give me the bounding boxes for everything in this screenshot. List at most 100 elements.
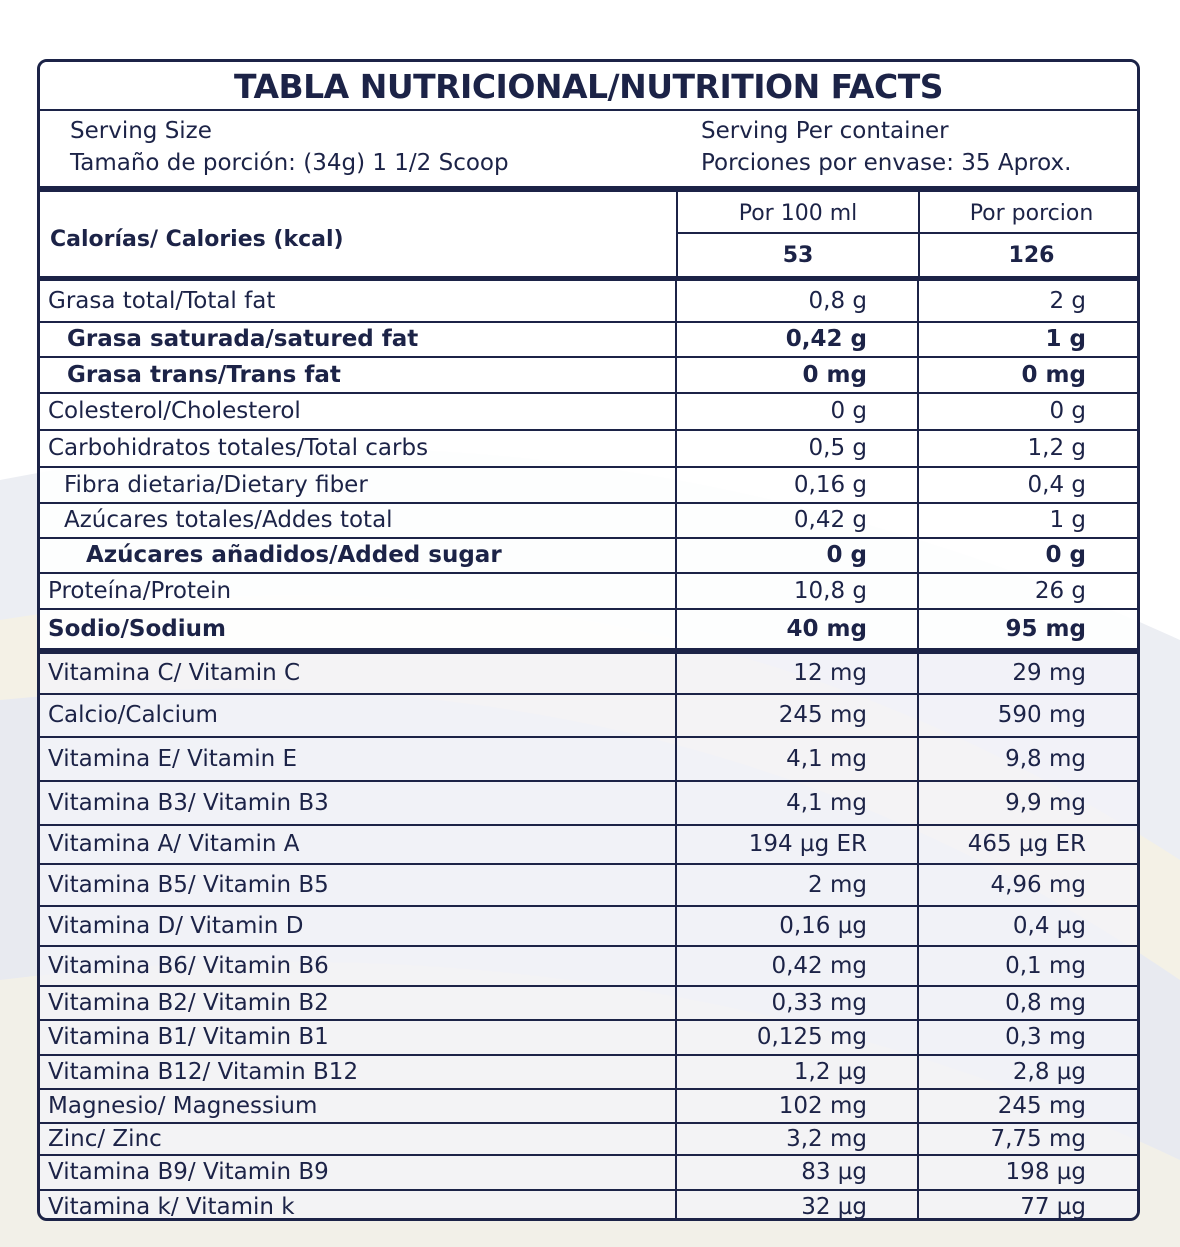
nutrient-name: Vitamina B3/ Vitamin B3 [40, 781, 676, 825]
per-serving-value: 7,75 mg [918, 1123, 1137, 1155]
nutrient-name: Vitamina A/ Vitamin A [40, 825, 676, 864]
table-row: Azúcares añadidos/Added sugar 0 g 0 g [40, 538, 1137, 573]
per-serving-column: Por porcion 126 [918, 192, 1140, 276]
table-row: Proteína/Protein 10,8 g 26 g [40, 573, 1137, 609]
nutrient-name: Proteína/Protein [40, 573, 676, 609]
per-serving-value: 245 mg [918, 1089, 1137, 1123]
table-row: Vitamina E/ Vitamin E 4,1 mg 9,8 mg [40, 737, 1137, 781]
table-row: Vitamina B9/ Vitamin B9 83 µg 198 µg [40, 1155, 1137, 1190]
per-100ml-value: 194 µg ER [676, 825, 918, 864]
table-row: Vitamina B2/ Vitamin B2 0,33 mg 0,8 mg [40, 986, 1137, 1020]
per-serving-value: 2 g [918, 281, 1137, 322]
per-serving-value: 0,4 g [918, 467, 1137, 503]
per-serving-value: 2,8 µg [918, 1055, 1137, 1089]
table-row: Fibra dietaria/Dietary fiber 0,16 g 0,4 … [40, 467, 1137, 503]
table-row: Vitamina k/ Vitamin k 32 µg 77 µg [40, 1190, 1137, 1221]
nutrient-name: Grasa saturada/satured fat [40, 322, 676, 357]
table-row: Zinc/ Zinc 3,2 mg 7,75 mg [40, 1123, 1137, 1155]
per-100ml-value: 245 mg [676, 694, 918, 737]
table-row: Vitamina B5/ Vitamin B5 2 mg 4,96 mg [40, 864, 1137, 906]
table-row: Grasa saturada/satured fat 0,42 g 1 g [40, 322, 1137, 357]
table-row: Calcio/Calcium 245 mg 590 mg [40, 694, 1137, 737]
per-100ml-value: 12 mg [676, 651, 918, 694]
table-row: Vitamina D/ Vitamin D 0,16 µg 0,4 µg [40, 906, 1137, 946]
serving-size-label: Serving Size [70, 115, 509, 147]
per-100ml-value: 0,125 mg [676, 1020, 918, 1055]
per-100ml-value: 4,1 mg [676, 781, 918, 825]
table-title: TABLA NUTRICIONAL/NUTRITION FACTS [40, 62, 1137, 111]
per-100ml-value: 1,2 µg [676, 1055, 918, 1089]
per-serving-value: 0 g [918, 538, 1137, 573]
per-serving-value: 29 mg [918, 651, 1137, 694]
per-serving-value: 0,8 mg [918, 986, 1137, 1020]
per-100ml-value: 102 mg [676, 1089, 918, 1123]
serving-size-value: Tamaño de porción: (34g) 1 1/2 Scoop [70, 147, 509, 179]
table-row: Colesterol/Cholesterol 0 g 0 g [40, 393, 1137, 430]
calories-per-serving: 126 [920, 234, 1140, 276]
per-serving-value: 9,9 mg [918, 781, 1137, 825]
per-serving-value: 0 mg [918, 357, 1137, 393]
per-serving-value: 0,4 µg [918, 906, 1137, 946]
per-serving-value: 465 µg ER [918, 825, 1137, 864]
table-row: Sodio/Sodium 40 mg 95 mg [40, 609, 1137, 651]
per-100ml-value: 10,8 g [676, 573, 918, 609]
nutrient-name: Vitamina E/ Vitamin E [40, 737, 676, 781]
per-serving-value: 0,3 mg [918, 1020, 1137, 1055]
servings-per-container-label: Serving Per container [701, 115, 1071, 147]
per-serving-value: 0,1 mg [918, 946, 1137, 986]
per-serving-value: 590 mg [918, 694, 1137, 737]
table-row: Azúcares totales/Addes total 0,42 g 1 g [40, 503, 1137, 538]
table-row: Carbohidratos totales/Total carbs 0,5 g … [40, 430, 1137, 467]
nutrient-name: Vitamina k/ Vitamin k [40, 1190, 676, 1221]
nutrient-name: Azúcares totales/Addes total [40, 503, 676, 538]
per-serving-value: 26 g [918, 573, 1137, 609]
nutrient-name: Vitamina B1/ Vitamin B1 [40, 1020, 676, 1055]
servings-per-container-block: Serving Per container Porciones por enva… [701, 115, 1071, 179]
per-100ml-value: 0,16 µg [676, 906, 918, 946]
per-100ml-value: 0 g [676, 393, 918, 430]
serving-info: Serving Size Tamaño de porción: (34g) 1 … [40, 111, 1137, 192]
per-100ml-value: 0,33 mg [676, 986, 918, 1020]
per-serving-value: 1 g [918, 503, 1137, 538]
calories-label: Calorías/ Calories (kcal) [50, 192, 344, 276]
nutrient-name: Vitamina B2/ Vitamin B2 [40, 986, 676, 1020]
per-100ml-value: 83 µg [676, 1155, 918, 1190]
per-100ml-value: 32 µg [676, 1190, 918, 1221]
nutrient-name: Vitamina B12/ Vitamin B12 [40, 1055, 676, 1089]
nutrient-name: Magnesio/ Magnessium [40, 1089, 676, 1123]
nutrient-name: Fibra dietaria/Dietary fiber [40, 467, 676, 503]
table-row: Vitamina A/ Vitamin A 194 µg ER 465 µg E… [40, 825, 1137, 864]
per-serving-value: 4,96 mg [918, 864, 1137, 906]
per-100ml-value: 0,42 g [676, 503, 918, 538]
per-100ml-value: 40 mg [676, 609, 918, 651]
nutrient-name: Sodio/Sodium [40, 609, 676, 651]
nutrient-name: Grasa total/Total fat [40, 281, 676, 322]
per-100ml-value: 0 mg [676, 357, 918, 393]
nutrient-name: Vitamina B9/ Vitamin B9 [40, 1155, 676, 1190]
servings-per-container-value: Porciones por envase: 35 Aprox. [701, 147, 1071, 179]
per-100ml-value: 4,1 mg [676, 737, 918, 781]
table-row: Vitamina B12/ Vitamin B12 1,2 µg 2,8 µg [40, 1055, 1137, 1089]
per-serving-value: 77 µg [918, 1190, 1137, 1221]
per-serving-value: 0 g [918, 393, 1137, 430]
table-row: Grasa trans/Trans fat 0 mg 0 mg [40, 357, 1137, 393]
table-row: Vitamina B6/ Vitamin B6 0,42 mg 0,1 mg [40, 946, 1137, 986]
nutrient-name: Grasa trans/Trans fat [40, 357, 676, 393]
per-serving-value: 95 mg [918, 609, 1137, 651]
per-100ml-value: 0,5 g [676, 430, 918, 467]
nutrient-name: Vitamina B6/ Vitamin B6 [40, 946, 676, 986]
serving-size-block: Serving Size Tamaño de porción: (34g) 1 … [70, 115, 509, 179]
nutrient-name: Vitamina D/ Vitamin D [40, 906, 676, 946]
nutrient-name: Zinc/ Zinc [40, 1123, 676, 1155]
table-row: Vitamina C/ Vitamin C 12 mg 29 mg [40, 651, 1137, 694]
table-row: Vitamina B3/ Vitamin B3 4,1 mg 9,9 mg [40, 781, 1137, 825]
per-100ml-value: 2 mg [676, 864, 918, 906]
per-serving-header: Por porcion [920, 192, 1140, 234]
per-100ml-header: Por 100 ml [678, 192, 918, 234]
nutrient-name: Azúcares añadidos/Added sugar [40, 538, 676, 573]
nutrition-facts-panel: TABLA NUTRICIONAL/NUTRITION FACTS Servin… [37, 59, 1140, 1221]
per-100ml-value: 0,16 g [676, 467, 918, 503]
nutrient-table: Grasa total/Total fat 0,8 g 2 g Grasa sa… [40, 281, 1137, 1221]
nutrient-name: Calcio/Calcium [40, 694, 676, 737]
nutrient-name: Vitamina B5/ Vitamin B5 [40, 864, 676, 906]
